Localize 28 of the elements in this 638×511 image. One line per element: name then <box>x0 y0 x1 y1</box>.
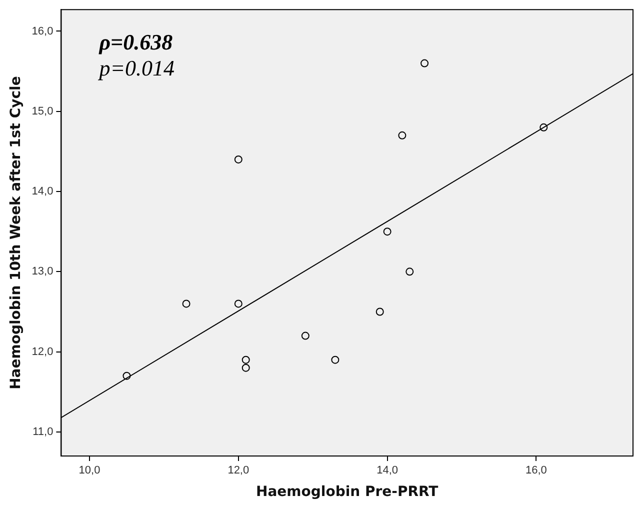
x-tick-label: 12,0 <box>228 464 250 477</box>
y-tick-label: 12,0 <box>32 346 54 358</box>
x-tick-label: 14,0 <box>376 464 398 477</box>
point <box>122 372 131 380</box>
point <box>301 332 310 340</box>
point <box>331 356 340 364</box>
y-axis-title: Haemoglobin 10th Week after 1st Cycle <box>8 76 24 390</box>
annotation: p=0.014 <box>97 56 175 81</box>
x-tick-label: 10,0 <box>78 464 100 477</box>
annotation: ρ=0.638 <box>98 30 173 55</box>
point <box>398 131 406 140</box>
point <box>540 123 548 132</box>
y-tick-label: 15,0 <box>32 105 54 118</box>
point <box>420 59 429 68</box>
point <box>406 268 414 276</box>
y-tick-label: 11,0 <box>32 426 54 438</box>
point <box>234 300 242 308</box>
x-tick-label: 16,0 <box>526 464 547 477</box>
y-tick-label: 16,0 <box>32 25 54 38</box>
point <box>376 308 384 316</box>
point <box>234 155 242 164</box>
y-tick-label: 14,0 <box>32 186 54 198</box>
x-axis-title: Haemoglobin Pre-PRRT <box>256 484 439 500</box>
point <box>182 300 190 308</box>
point <box>242 364 250 372</box>
point <box>383 228 392 236</box>
y-tick-label: 13,0 <box>32 266 54 278</box>
point <box>242 356 250 364</box>
